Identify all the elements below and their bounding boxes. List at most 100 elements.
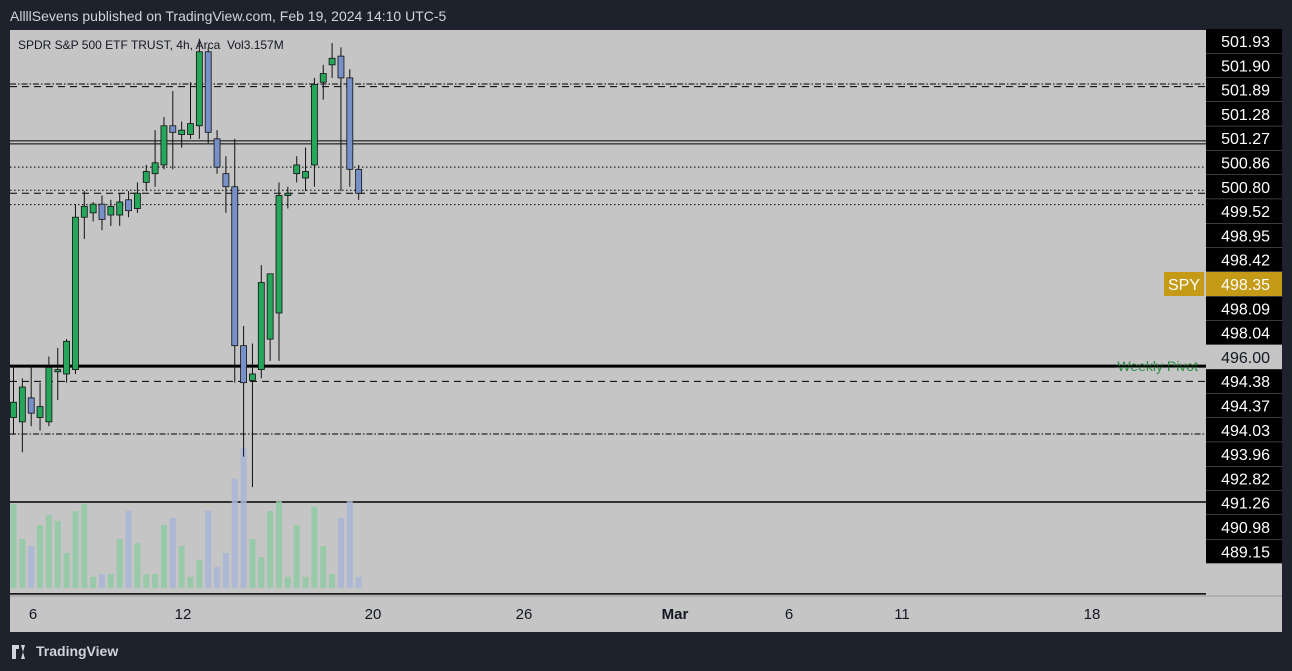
x-tick-label: 11 (894, 606, 910, 623)
price-label: 496.00 (1221, 350, 1270, 367)
volume-bar (99, 574, 105, 588)
volume-bar (54, 520, 61, 588)
volume-bar (337, 518, 344, 588)
candle-body (125, 199, 132, 212)
price-label-box (1206, 393, 1282, 418)
symbol-tag: SPY (1168, 277, 1200, 294)
legend-interval: 4h (176, 38, 190, 52)
candle-body (36, 406, 44, 418)
price-label-box (1206, 53, 1282, 78)
candle-body (240, 345, 248, 384)
footer: TradingView (0, 634, 1292, 671)
volume-bar (284, 576, 291, 588)
candle-body (116, 201, 124, 216)
volume-bar (302, 576, 309, 588)
candle-body (284, 192, 292, 196)
candlestick-chart[interactable]: Weekly Pivot501.93501.90501.89501.28501.… (0, 0, 1292, 634)
volume-bar (320, 546, 327, 588)
plot-area (10, 30, 1206, 596)
price-label-box (1206, 199, 1282, 224)
volume-bar (293, 525, 300, 588)
price-label-box (1206, 369, 1282, 394)
volume-bar (90, 576, 97, 588)
x-tick-label: Mar (662, 606, 689, 623)
candle-body (257, 282, 265, 370)
price-label-box (1206, 515, 1282, 539)
legend-symbol: SPDR S&P 500 ETF TRUST (18, 38, 170, 52)
candle-body (45, 367, 53, 423)
volume-bar (81, 504, 88, 588)
price-label: 494.38 (1221, 374, 1270, 391)
candle-body (80, 205, 88, 218)
candle-body (204, 51, 212, 133)
x-tick-label: 6 (785, 606, 793, 623)
price-label: 501.28 (1221, 107, 1270, 124)
candle-body (98, 203, 106, 220)
volume-bar (346, 501, 353, 588)
volume-bar (276, 501, 282, 588)
candle-body (346, 77, 354, 170)
volume-bar (240, 448, 247, 588)
legend-volume: Vol3.157M (227, 38, 284, 52)
price-label: 498.09 (1221, 301, 1270, 318)
price-label-box (1206, 150, 1282, 175)
volume-bar (28, 546, 35, 588)
price-label-box (1206, 29, 1282, 53)
volume-bar (311, 506, 318, 588)
price-label-box (1206, 466, 1282, 491)
candle-body (222, 173, 230, 188)
candle-body (187, 123, 194, 135)
price-label-box (1206, 101, 1282, 126)
volume-bar (169, 518, 176, 588)
time-axis (10, 596, 1282, 632)
price-label: 490.98 (1221, 520, 1270, 537)
candle-body (266, 273, 274, 340)
volume-bar (205, 511, 212, 588)
x-tick-label: 6 (29, 606, 37, 623)
candle-body (107, 205, 115, 216)
volume-bar (214, 567, 221, 588)
volume-bar (329, 574, 336, 588)
publish-info: AllllSevens published on TradingView.com… (10, 8, 447, 24)
volume-bar (116, 539, 123, 588)
candle-body (275, 195, 283, 314)
price-label: 498.35 (1221, 277, 1270, 294)
candle-body (178, 129, 186, 135)
x-tick-label: 20 (365, 606, 382, 623)
volume-bar (37, 525, 44, 588)
candle-body (10, 401, 17, 418)
candle-body (89, 203, 97, 214)
price-label: 499.52 (1221, 204, 1270, 221)
tradingview-logo-icon (12, 645, 30, 659)
price-label-box (1206, 296, 1282, 321)
candle-body (249, 373, 256, 381)
candle-body (355, 168, 363, 194)
volume-bar (45, 515, 52, 588)
price-label-box (1206, 320, 1282, 345)
candle-body (169, 125, 177, 133)
price-label-box (1206, 490, 1282, 515)
volume-bar (222, 553, 229, 588)
volume-bar (63, 553, 70, 588)
price-label: 494.03 (1221, 423, 1270, 440)
candle-body (302, 171, 309, 179)
price-label: 498.04 (1221, 326, 1270, 343)
volume-bar (187, 576, 194, 588)
candle-body (231, 186, 239, 347)
brand-name: TradingView (36, 643, 119, 659)
candle-body (27, 397, 35, 414)
price-label: 494.37 (1221, 399, 1270, 416)
candle-body (133, 192, 141, 209)
volume-bar (10, 504, 17, 588)
price-label: 498.42 (1221, 253, 1270, 270)
price-label: 500.86 (1221, 156, 1270, 173)
price-label-box (1206, 247, 1282, 272)
volume-bar (72, 511, 79, 588)
volume-bar (355, 576, 362, 588)
candle-body (54, 369, 62, 373)
candle-body (195, 51, 203, 127)
volume-bar (258, 557, 265, 588)
candle-body (72, 216, 79, 370)
candle-body (337, 55, 345, 79)
chart-legend: SPDR S&P 500 ETF TRUST, 4h, Arca Vol3.15… (18, 38, 284, 52)
